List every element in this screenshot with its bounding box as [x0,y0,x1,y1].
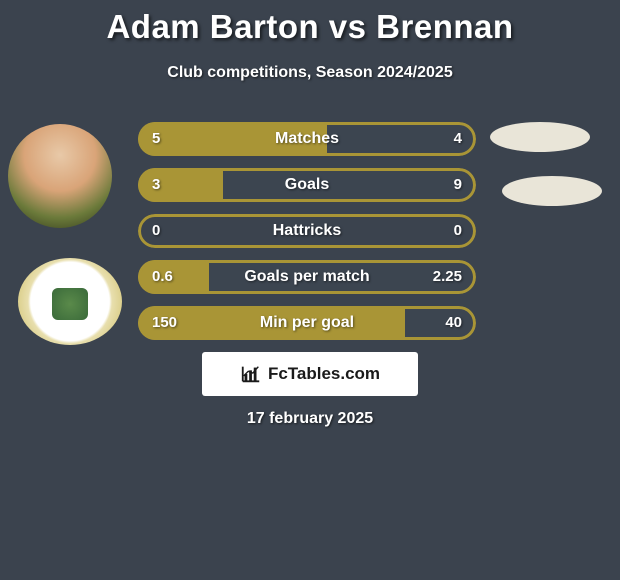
stat-value-left: 3 [152,168,160,202]
stat-label: Goals [138,168,476,202]
stat-label: Min per goal [138,306,476,340]
stat-value-left: 0.6 [152,260,173,294]
stat-value-left: 150 [152,306,177,340]
stat-value-right: 40 [445,306,462,340]
stat-value-right: 0 [454,214,462,248]
chart-icon [240,363,262,385]
stat-label: Goals per match [138,260,476,294]
subtitle: Club competitions, Season 2024/2025 [0,64,620,82]
stat-value-right: 4 [454,122,462,156]
stat-value-right: 2.25 [433,260,462,294]
stat-row: Matches5 4 [138,122,476,156]
page-title: Adam Barton vs Brennan [0,0,620,46]
stat-label: Hattricks [138,214,476,248]
branding-badge: FcTables.com [202,352,418,396]
stat-value-left: 5 [152,122,160,156]
right-avatar-placeholder-2 [502,176,602,206]
stat-label: Matches [138,122,476,156]
player-avatar [8,124,112,228]
date-label: 17 february 2025 [0,410,620,428]
stat-value-left: 0 [152,214,160,248]
right-avatar-placeholder-1 [490,122,590,152]
stats-container: Matches5 4 Goals3 9 Hattricks0 0 Goals per mat… [138,122,476,352]
stat-row: Goals3 9 [138,168,476,202]
stat-value-right: 9 [454,168,462,202]
branding-text: FcTables.com [268,364,380,384]
stat-row: Goals per match0.6 2.25 [138,260,476,294]
stat-row: Min per goal150 40 [138,306,476,340]
stat-row: Hattricks0 0 [138,214,476,248]
club-avatar [18,258,122,345]
